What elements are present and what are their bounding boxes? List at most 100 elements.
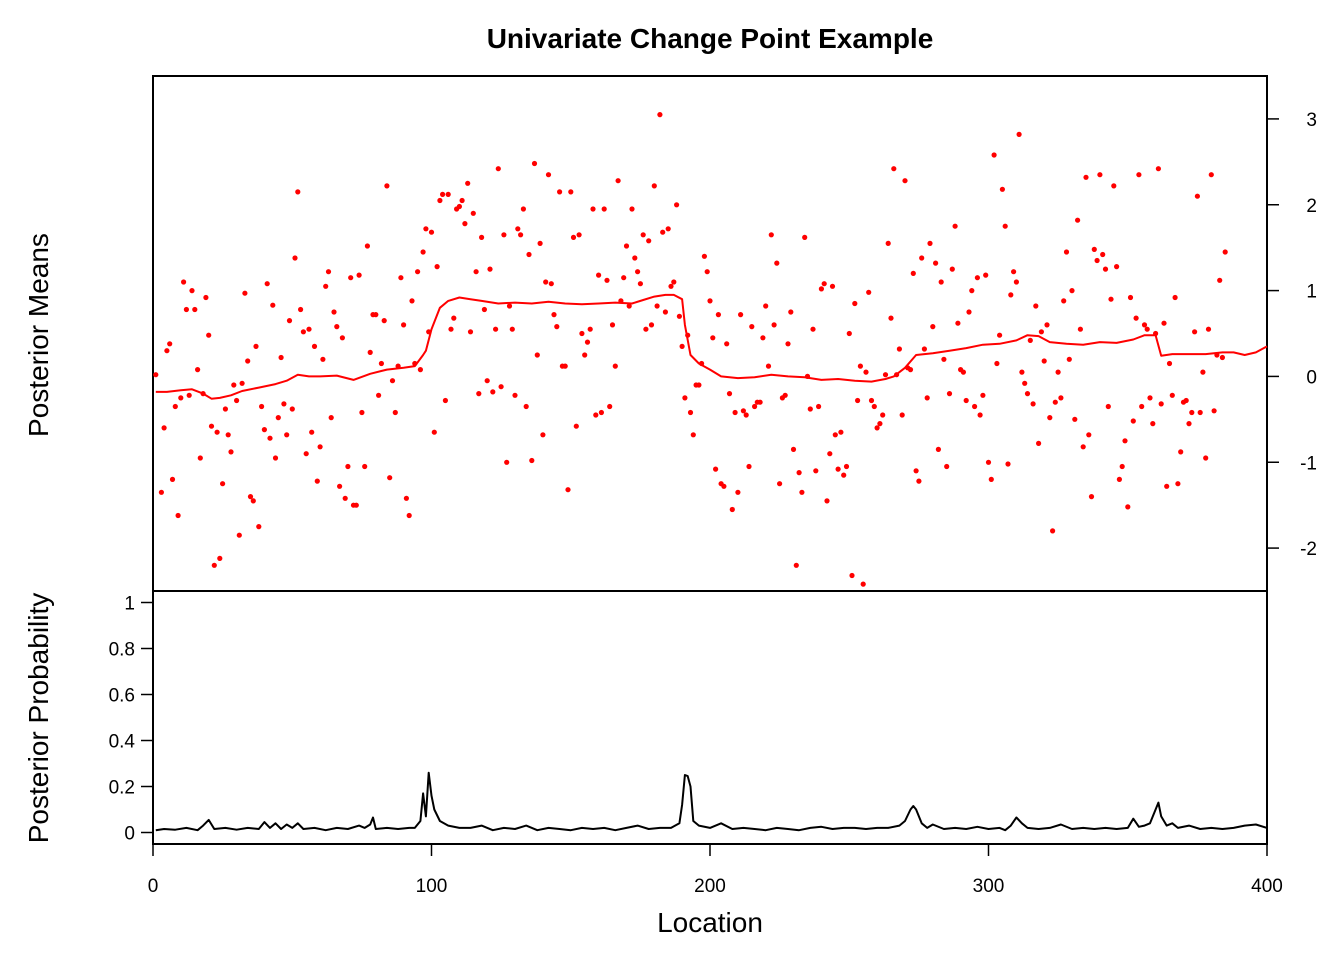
data-point bbox=[579, 330, 585, 337]
data-point bbox=[529, 457, 535, 464]
data-point bbox=[320, 356, 326, 362]
data-point bbox=[434, 264, 440, 270]
data-point bbox=[401, 322, 407, 328]
y-tick-label: 3 bbox=[1306, 110, 1317, 131]
data-point bbox=[974, 275, 981, 281]
data-point bbox=[445, 191, 451, 197]
data-point bbox=[487, 266, 493, 272]
data-point bbox=[1119, 463, 1125, 470]
data-point bbox=[247, 494, 254, 500]
data-point bbox=[621, 275, 627, 281]
data-point bbox=[1083, 174, 1089, 180]
data-point bbox=[1211, 408, 1217, 414]
data-point bbox=[813, 468, 819, 474]
data-point bbox=[927, 240, 933, 246]
data-point bbox=[317, 444, 323, 450]
data-point bbox=[785, 341, 791, 347]
data-point bbox=[206, 332, 212, 338]
data-point bbox=[991, 152, 997, 158]
data-point bbox=[1150, 421, 1156, 427]
data-point bbox=[465, 180, 471, 186]
y-tick-label: 0.8 bbox=[109, 640, 135, 661]
data-point bbox=[835, 466, 841, 472]
data-point bbox=[440, 191, 446, 197]
data-point bbox=[777, 481, 783, 487]
data-point bbox=[415, 269, 421, 275]
data-point bbox=[501, 232, 507, 238]
data-point bbox=[623, 243, 630, 249]
data-point bbox=[796, 470, 802, 476]
data-point bbox=[885, 240, 891, 246]
data-point bbox=[337, 483, 343, 489]
y-tick-label: 0.4 bbox=[109, 732, 136, 753]
data-point bbox=[1125, 504, 1131, 510]
data-point bbox=[543, 279, 549, 285]
data-point bbox=[1094, 257, 1100, 264]
data-point bbox=[384, 183, 390, 189]
x-tick-label: 0 bbox=[148, 876, 159, 897]
data-point bbox=[740, 408, 747, 414]
data-point bbox=[481, 306, 487, 313]
data-point bbox=[913, 468, 919, 474]
data-point bbox=[1061, 298, 1067, 304]
data-point bbox=[721, 483, 727, 489]
data-point bbox=[406, 512, 412, 519]
data-point bbox=[1203, 455, 1209, 461]
data-point bbox=[1164, 483, 1170, 489]
data-point bbox=[598, 409, 605, 416]
data-point bbox=[1169, 392, 1175, 398]
chart-title: Univariate Change Point Example bbox=[487, 23, 934, 54]
data-point bbox=[738, 312, 744, 318]
data-point bbox=[1075, 217, 1081, 223]
data-point bbox=[1105, 403, 1111, 410]
data-point bbox=[554, 324, 560, 330]
data-point bbox=[1005, 461, 1011, 467]
data-point bbox=[398, 275, 404, 281]
data-point bbox=[1133, 315, 1139, 321]
data-point bbox=[632, 255, 638, 261]
data-point bbox=[868, 397, 875, 404]
data-point bbox=[342, 495, 348, 501]
bottom-panel-y-label: Posterior Probability bbox=[23, 593, 54, 844]
data-point bbox=[615, 178, 621, 184]
data-point bbox=[1047, 415, 1053, 421]
data-point bbox=[253, 343, 259, 349]
data-point bbox=[609, 322, 616, 328]
data-point bbox=[364, 243, 370, 249]
data-point bbox=[211, 562, 217, 568]
data-point bbox=[1186, 421, 1192, 427]
data-point bbox=[161, 425, 167, 431]
y-tick-label: 0.2 bbox=[109, 778, 135, 799]
posterior-means-panel: -2 -1 0 1 2 3 bbox=[152, 75, 1317, 592]
data-point bbox=[573, 423, 579, 429]
data-point bbox=[512, 392, 518, 398]
data-point bbox=[646, 238, 652, 244]
data-point bbox=[286, 318, 293, 324]
data-point bbox=[648, 322, 655, 328]
data-point bbox=[1024, 391, 1031, 397]
data-point bbox=[1088, 494, 1095, 500]
data-point bbox=[1205, 326, 1212, 332]
data-point bbox=[963, 397, 969, 404]
x-tick-label: 300 bbox=[973, 876, 1005, 897]
data-point bbox=[1069, 288, 1075, 294]
data-point bbox=[983, 272, 989, 278]
data-point bbox=[295, 189, 301, 195]
data-point bbox=[593, 412, 599, 418]
data-point bbox=[1183, 397, 1189, 404]
data-point bbox=[966, 309, 972, 315]
data-point bbox=[676, 313, 683, 319]
data-point bbox=[1044, 322, 1050, 328]
data-point bbox=[153, 372, 159, 378]
data-point bbox=[855, 397, 861, 404]
data-point bbox=[590, 206, 596, 212]
data-point bbox=[788, 309, 794, 315]
data-point bbox=[660, 229, 666, 235]
data-point bbox=[1155, 166, 1161, 172]
x-tick-label: 100 bbox=[416, 876, 448, 897]
data-point bbox=[671, 279, 677, 285]
data-point bbox=[565, 487, 571, 493]
data-point bbox=[846, 330, 852, 337]
data-point bbox=[545, 172, 552, 178]
data-point bbox=[1200, 369, 1206, 375]
